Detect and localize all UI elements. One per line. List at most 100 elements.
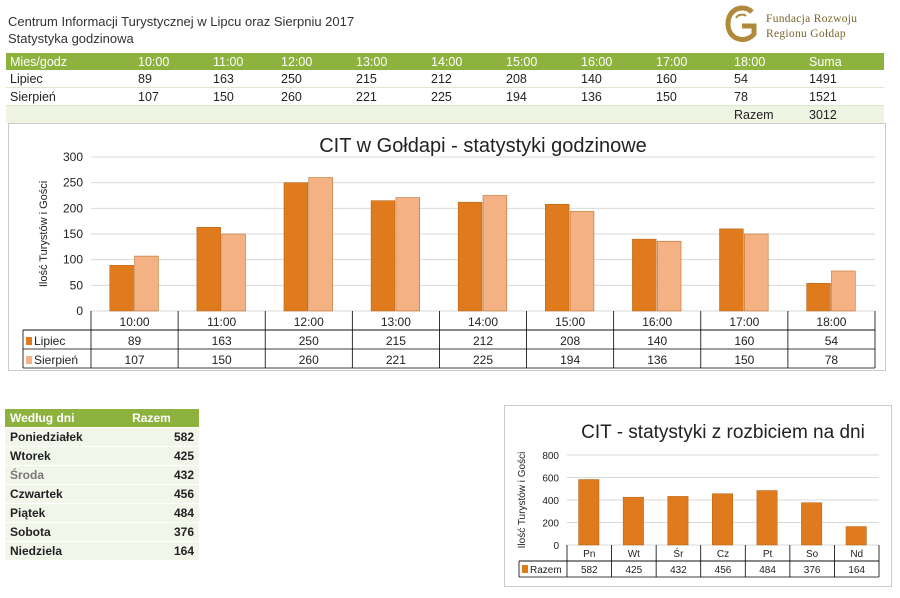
- day-value: 425: [127, 446, 199, 466]
- bar: [744, 233, 769, 312]
- day-label: Sobota: [5, 522, 128, 542]
- bar: [756, 490, 778, 546]
- bar: [283, 182, 309, 312]
- cell: 136: [577, 87, 652, 106]
- data-label: 89: [128, 334, 142, 348]
- cell: 150: [652, 87, 730, 106]
- table-row: Czwartek 456: [5, 484, 199, 504]
- x-tick-label: 18:00: [816, 315, 846, 329]
- bar: [831, 270, 856, 312]
- day-label: Środa: [5, 465, 128, 485]
- hours-table-header: Mies/godz 10:00 11:00 12:00 13:00 14:00 …: [6, 53, 884, 70]
- bar: [395, 197, 420, 312]
- legend-label: Razem: [530, 565, 562, 576]
- data-label: 150: [734, 353, 754, 367]
- legend-label: Lipiec: [34, 334, 65, 348]
- bar: [308, 177, 333, 312]
- y-tick-label: 50: [70, 278, 84, 292]
- day-value: 164: [127, 541, 199, 561]
- data-label: 54: [825, 334, 839, 348]
- legend-swatch: [522, 565, 528, 573]
- cell: 150: [209, 87, 277, 106]
- y-tick-label: 400: [542, 496, 559, 507]
- data-label: 425: [626, 565, 643, 576]
- day-label: Czwartek: [5, 484, 128, 504]
- total-value: 3012: [805, 105, 884, 123]
- data-label: 260: [299, 353, 319, 367]
- logo: Fundacja Rozwoju Regionu Gołdap: [722, 2, 892, 52]
- data-label: 107: [125, 353, 145, 367]
- data-label: 136: [647, 353, 667, 367]
- y-tick-label: 600: [542, 474, 559, 485]
- x-tick-label: Śr: [673, 547, 684, 560]
- cell: 221: [352, 87, 427, 106]
- col-header: 13:00: [352, 53, 427, 70]
- col-header: 18:00: [730, 53, 805, 70]
- cell: 212: [427, 70, 502, 88]
- bar: [109, 265, 134, 312]
- bar: [622, 496, 644, 546]
- data-label: 215: [386, 334, 406, 348]
- x-tick-label: 17:00: [729, 315, 759, 329]
- total-row: Razem 3012: [6, 105, 884, 123]
- x-tick-label: 15:00: [555, 315, 585, 329]
- col-header: 10:00: [134, 53, 209, 70]
- y-tick-label: 100: [63, 253, 83, 267]
- x-tick-label: 13:00: [381, 315, 411, 329]
- day-value: 376: [127, 522, 199, 542]
- col-header: 12:00: [277, 53, 352, 70]
- bar: [667, 496, 689, 546]
- daily-chart-frame: CIT - statystyki z rozbiciem na dni Ilość…: [504, 405, 892, 587]
- corner-cell: Mies/godz: [6, 53, 134, 70]
- y-tick-label: 0: [553, 541, 559, 552]
- row-label: Sierpień: [6, 87, 134, 106]
- x-tick-label: 14:00: [468, 315, 498, 329]
- table-row: Lipiec 89 163 250 215 212 208 140 160 54…: [6, 70, 884, 88]
- cell: 160: [652, 70, 730, 88]
- col-header: 15:00: [502, 53, 577, 70]
- table-row: Piątek 484: [5, 503, 199, 523]
- data-label: 456: [715, 565, 732, 576]
- legend-swatch: [26, 356, 32, 364]
- cell: 1521: [805, 87, 884, 106]
- cell: 250: [277, 70, 352, 88]
- data-label: 208: [560, 334, 580, 348]
- cell: 78: [730, 87, 805, 106]
- page-subtitle: Statystyka godzinowa: [8, 31, 134, 46]
- day-value: 484: [127, 503, 199, 523]
- logo-line-2: Regionu Gołdap: [766, 28, 846, 40]
- days-table: Według dni Razem Poniedziałek 582 Wtorek 4…: [5, 409, 199, 561]
- logo-line-1: Fundacja Rozwoju: [766, 13, 858, 25]
- y-tick-label: 200: [542, 519, 559, 530]
- data-label: 250: [299, 334, 319, 348]
- bar: [845, 526, 867, 546]
- bar: [632, 238, 657, 312]
- bar: [370, 200, 396, 312]
- hourly-chart-frame: CIT w Gołdapi - statystyki godzinowe Iloś…: [8, 123, 886, 371]
- cell: 163: [209, 70, 277, 88]
- col-header: Suma: [805, 53, 884, 70]
- bar: [569, 211, 595, 312]
- bar: [196, 227, 221, 312]
- bar: [578, 479, 600, 546]
- table-row: Niedziela 164: [5, 541, 199, 561]
- data-label: 164: [848, 565, 865, 576]
- bar: [712, 493, 733, 546]
- x-tick-label: 11:00: [207, 315, 236, 329]
- logo-emblem-icon: [725, 5, 757, 42]
- x-tick-label: Nd: [850, 549, 863, 560]
- col-header: 11:00: [209, 53, 277, 70]
- data-label: 432: [670, 565, 687, 576]
- x-tick-label: Wt: [628, 549, 640, 560]
- table-row: Wtorek 425: [5, 446, 199, 466]
- x-tick-label: Cz: [717, 549, 729, 560]
- bar: [457, 201, 483, 312]
- col-header: 14:00: [427, 53, 502, 70]
- cell: 194: [502, 87, 577, 106]
- y-tick-label: 0: [76, 304, 83, 318]
- cell: 260: [277, 87, 352, 106]
- col-header: 16:00: [577, 53, 652, 70]
- data-label: 484: [759, 565, 776, 576]
- data-label: 582: [581, 565, 598, 576]
- y-tick-label: 300: [63, 150, 83, 164]
